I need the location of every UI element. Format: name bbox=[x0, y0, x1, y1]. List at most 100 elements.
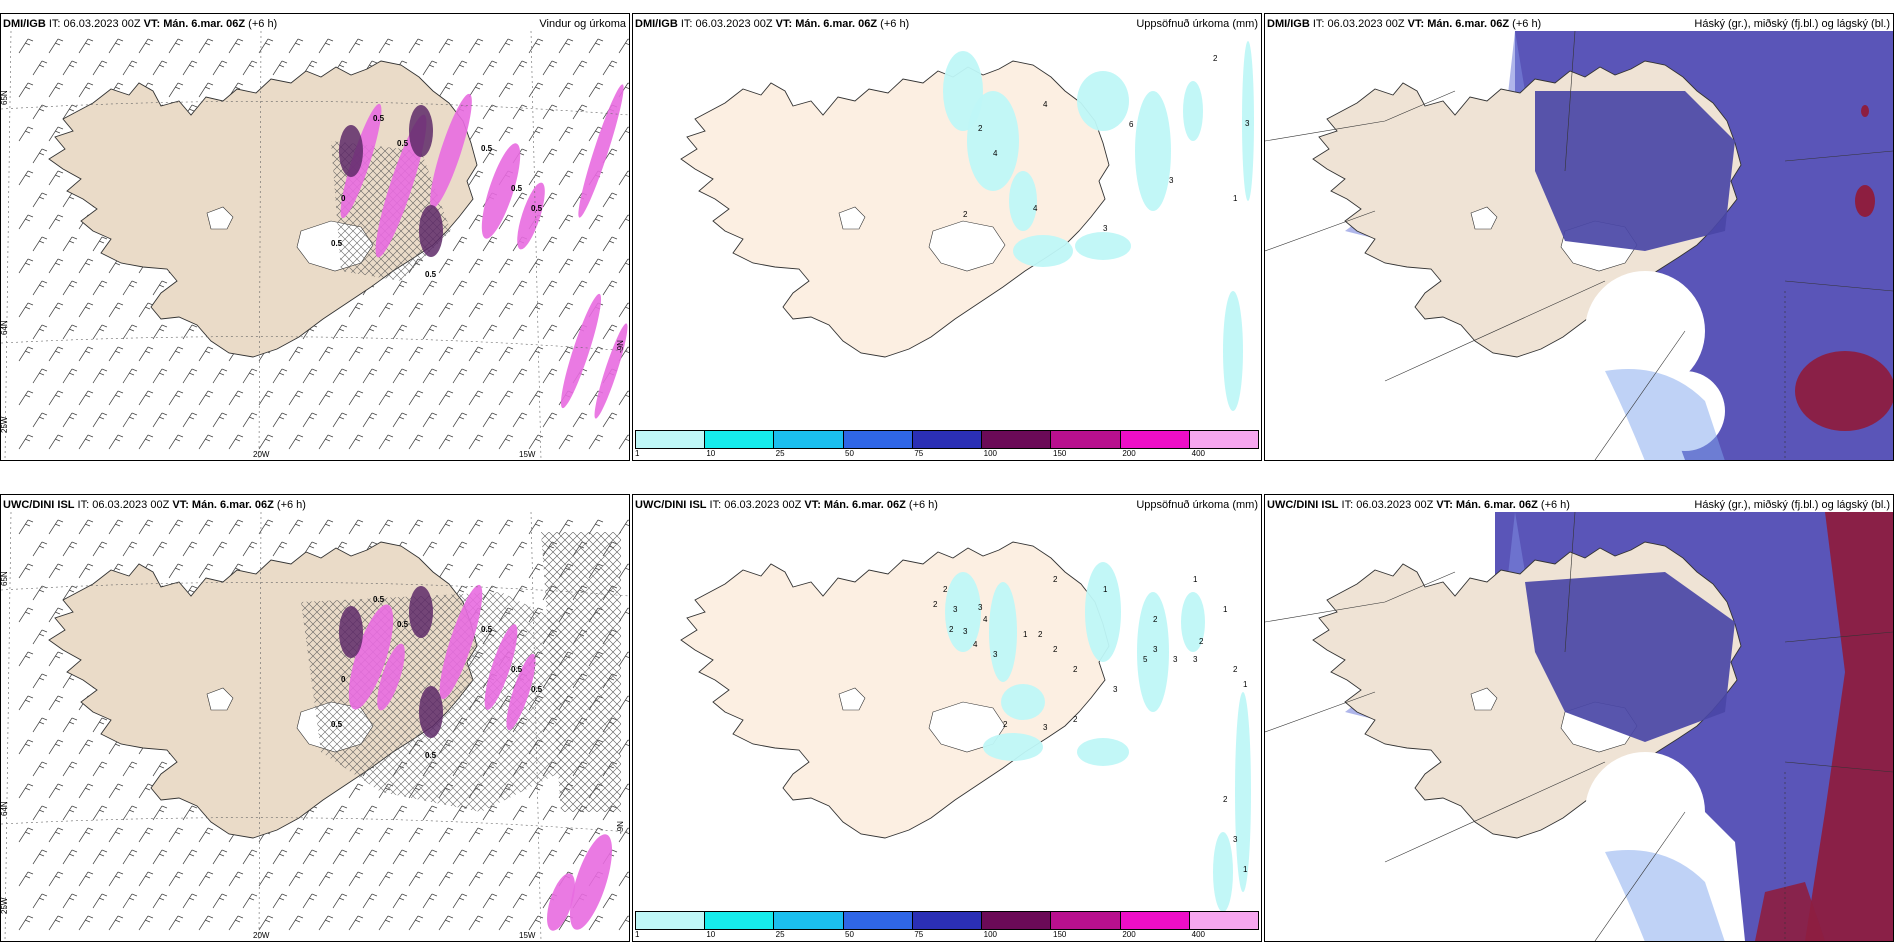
precip-value-label: 0.5 bbox=[331, 239, 343, 248]
precip-value-label: 2 bbox=[1153, 615, 1158, 624]
lead-time: (+6 h) bbox=[245, 18, 278, 30]
panel-title: Háský (gr.), miðský (fj.bl.) og lágský (… bbox=[1694, 499, 1890, 511]
precip-value-label: 4 bbox=[993, 149, 998, 158]
precip-value-label: 0.5 bbox=[511, 184, 523, 193]
colorbar-strip bbox=[635, 911, 1259, 930]
precip-value-label: 3 bbox=[1043, 723, 1048, 732]
precip-value-label: 3 bbox=[1169, 176, 1174, 185]
colorbar-label: 75 bbox=[914, 449, 924, 458]
lon-label: 20W bbox=[253, 450, 270, 459]
colorbar-swatch bbox=[843, 912, 913, 929]
precip-value-label: 2 bbox=[943, 585, 948, 594]
colorbar-label: 200 bbox=[1122, 449, 1136, 458]
lat-label: 64N bbox=[1, 801, 9, 816]
precip-value-label: 3 bbox=[1233, 835, 1238, 844]
panel-title: Uppsöfnuð úrkoma (mm) bbox=[1136, 499, 1258, 511]
colorbar-strip bbox=[635, 430, 1259, 449]
lat-label: -9N bbox=[616, 340, 625, 353]
colorbar-label: 150 bbox=[1053, 930, 1067, 939]
cloud-map-svg bbox=[1265, 512, 1893, 941]
colorbar-label: 200 bbox=[1122, 930, 1136, 939]
precip-value-label: 0.5 bbox=[531, 204, 543, 213]
colorbar-label: 75 bbox=[914, 930, 924, 939]
precip-value-label: 0.5 bbox=[481, 144, 493, 153]
precip-value-label: 1 bbox=[1103, 585, 1108, 594]
colorbar-label: 1 bbox=[635, 930, 640, 939]
precip-value-label: 1 bbox=[1243, 680, 1248, 689]
lead-time: (+6 h) bbox=[1509, 18, 1542, 30]
colorbar-swatch bbox=[912, 912, 983, 929]
panel-title: Uppsöfnuð úrkoma (mm) bbox=[1136, 18, 1258, 30]
colorbar-swatch bbox=[1051, 912, 1121, 929]
lat-label: 64N bbox=[1, 320, 9, 335]
wind-map-svg: 65N 64N 25W 20W 15W -9N 0.5 0.5 0.5 0.5 0.5 0 0.5 0.5 bbox=[1, 512, 629, 941]
lat-label: -9N bbox=[616, 821, 625, 834]
colorbar-label: 25 bbox=[775, 930, 785, 939]
precip-map: 2 2 4 4 6 4 3 3 2 1 3 bbox=[633, 31, 1261, 434]
precip-value-label: 3 bbox=[1103, 224, 1108, 233]
source-label: DMI/IGB bbox=[635, 18, 678, 30]
colorbar-label: 50 bbox=[845, 449, 854, 458]
precip-value-label: 4 bbox=[983, 615, 988, 624]
precip-value-label: 2 bbox=[1003, 720, 1008, 729]
precip-value-label: 1 bbox=[1233, 194, 1238, 203]
lead-time: (+6 h) bbox=[877, 18, 910, 30]
colorbar-swatch bbox=[1189, 431, 1258, 448]
panel-uwc-cloud: UWC/DINI ISL IT: 06.03.2023 00Z VT: Mán.… bbox=[1264, 494, 1894, 942]
colorbar-label: 10 bbox=[706, 449, 716, 458]
cloud-map-svg bbox=[1265, 31, 1893, 460]
precip-value-label: 0 bbox=[341, 194, 346, 203]
precip-value-label: 4 bbox=[973, 640, 978, 649]
precip-value-label: 2 bbox=[1199, 637, 1204, 646]
colorbar-label: 1 bbox=[635, 449, 640, 458]
precip-value-label: 4 bbox=[1043, 100, 1048, 109]
precip-value-label: 0.5 bbox=[425, 270, 437, 279]
lead-time: (+6 h) bbox=[1537, 499, 1570, 511]
panel-header: DMI/IGB IT: 06.03.2023 00Z VT: Mán. 6.ma… bbox=[1265, 16, 1893, 32]
lon-label: 25W bbox=[1, 897, 9, 914]
precip-value-label: 0.5 bbox=[373, 114, 385, 123]
lon-label: 15W bbox=[519, 450, 536, 459]
panel-header: UWC/DINI ISL IT: 06.03.2023 00Z VT: Mán.… bbox=[1, 497, 629, 513]
precip-value-label: 4 bbox=[1033, 204, 1038, 213]
precip-value-label: 0.5 bbox=[531, 685, 543, 694]
init-time: IT: 06.03.2023 00Z bbox=[1338, 499, 1437, 511]
colorbar-swatch bbox=[774, 431, 844, 448]
precip-value-label: 0.5 bbox=[397, 620, 409, 629]
colorbar-label: 150 bbox=[1053, 449, 1067, 458]
colorbar-swatch bbox=[982, 912, 1052, 929]
colorbar-swatch bbox=[912, 431, 983, 448]
precip-value-label: 0.5 bbox=[425, 751, 437, 760]
source-label: DMI/IGB bbox=[1267, 18, 1310, 30]
precip-value-label: 2 bbox=[963, 210, 968, 219]
lon-label: 15W bbox=[519, 931, 536, 940]
panel-title: Háský (gr.), miðský (fj.bl.) og lágský (… bbox=[1694, 18, 1890, 30]
source-label: UWC/DINI ISL bbox=[3, 499, 75, 511]
precip-value-label: 2 bbox=[978, 124, 983, 133]
valid-time: VT: Mán. 6.mar. 06Z bbox=[775, 18, 878, 30]
colorbar-swatch bbox=[1120, 431, 1190, 448]
lead-time: (+6 h) bbox=[905, 499, 938, 511]
source-label: UWC/DINI ISL bbox=[1267, 499, 1339, 511]
precip-value-label: 3 bbox=[963, 627, 968, 636]
precip-value-label: 0.5 bbox=[397, 139, 409, 148]
precip-value-label: 2 bbox=[933, 600, 938, 609]
precip-value-label: 2 bbox=[1073, 665, 1078, 674]
panel-uwc-precip: UWC/DINI ISL IT: 06.03.2023 00Z VT: Mán.… bbox=[632, 494, 1262, 942]
precip-value-label: 0.5 bbox=[373, 595, 385, 604]
valid-time: VT: Mán. 6.mar. 06Z bbox=[172, 499, 274, 511]
colorbar-label: 10 bbox=[706, 930, 716, 939]
precip-value-label: 2 bbox=[1053, 575, 1058, 584]
precip-value-label: 0.5 bbox=[481, 625, 493, 634]
precip-value-label: 0.5 bbox=[331, 720, 343, 729]
colorbar-swatch bbox=[705, 431, 775, 448]
precip-value-label: 2 bbox=[1038, 630, 1043, 639]
colorbar-swatch bbox=[705, 912, 775, 929]
colorbar-swatch bbox=[843, 431, 913, 448]
precip-value-label: 3 bbox=[953, 605, 958, 614]
colorbar-label: 100 bbox=[983, 449, 998, 458]
colorbar-label: 100 bbox=[983, 930, 998, 939]
lon-label: 25W bbox=[1, 416, 9, 433]
colorbar-swatch bbox=[1120, 912, 1190, 929]
